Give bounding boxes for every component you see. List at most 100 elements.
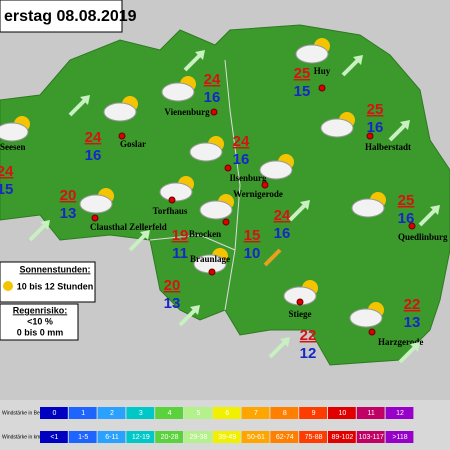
temp-max: 20 — [60, 187, 77, 204]
beaufort-value: 4 — [168, 410, 172, 417]
kmh-value: 1-5 — [78, 434, 88, 441]
temp-max: 25 — [367, 101, 384, 118]
beaufort-cell — [212, 407, 241, 419]
sun-box — [0, 261, 96, 303]
wind-arrow-head — [195, 50, 205, 60]
cloud — [79, 194, 113, 214]
kmh-cell — [385, 431, 414, 443]
beaufort-value: 2 — [110, 410, 114, 417]
city-dot — [318, 84, 326, 92]
kmh-cell — [126, 431, 155, 443]
temp-max: 22 — [404, 296, 421, 313]
cloud — [351, 198, 385, 218]
city-label: Stiege — [289, 309, 312, 319]
wind-arrow — [268, 339, 288, 359]
temp-min: 15 — [294, 83, 311, 100]
beaufort-value: 5 — [196, 410, 200, 417]
wind-arrow-head — [190, 305, 200, 315]
kmh-cell — [155, 431, 183, 443]
wind-arrow-head — [140, 230, 150, 240]
kmh-cell — [212, 431, 241, 443]
rain-heading: Regenrisiko: — [13, 305, 68, 315]
temp-max: 22 — [300, 327, 317, 344]
title-box — [0, 0, 123, 33]
kmh-value: <1 — [50, 434, 58, 441]
cloud — [320, 118, 354, 138]
wind-arrow-head — [280, 337, 290, 347]
beaufort-value: 11 — [368, 410, 375, 417]
sun-icon — [3, 281, 13, 291]
kmh-value: 29-38 — [189, 434, 207, 441]
wind-arrow-head — [430, 205, 440, 215]
cloud — [295, 44, 329, 64]
city-dot — [366, 132, 374, 140]
city-label: Seesen — [0, 142, 26, 152]
sun-text: 10 bis 12 Stunden — [17, 281, 94, 291]
wind-arrow-head — [353, 55, 363, 65]
district-border — [149, 59, 241, 311]
kmh-cell — [97, 431, 126, 443]
temp-max: 24 — [204, 71, 221, 88]
beaufort-cell — [40, 407, 68, 419]
city-dot — [222, 218, 230, 226]
beaufort-cell — [299, 407, 327, 419]
temp-min: 11 — [172, 245, 188, 262]
city-label: Halberstadt — [365, 142, 411, 152]
cloud — [349, 308, 383, 328]
city-label: Quedlinburg — [398, 232, 448, 242]
temp-max: 24 — [0, 163, 14, 180]
cloud — [189, 142, 223, 162]
temp-max: 24 — [233, 133, 250, 150]
kmh-value: >118 — [392, 434, 407, 441]
beaufort-cell — [97, 407, 126, 419]
cloud — [199, 200, 233, 220]
beaufort-value: 8 — [283, 410, 287, 417]
city-label: Huy — [314, 66, 331, 76]
wind-arrow — [28, 222, 48, 242]
beaufort-value: 6 — [225, 410, 229, 417]
kmh-value: 6-11 — [105, 434, 119, 441]
beaufort-cell — [270, 407, 299, 419]
kmh-cell — [356, 431, 385, 443]
city-label: Harzgerode — [378, 337, 423, 347]
kmh-value: 20-28 — [161, 434, 179, 441]
cloud — [259, 160, 293, 180]
rain-box — [0, 303, 79, 341]
cloud — [103, 102, 137, 122]
beaufort-cell — [126, 407, 155, 419]
wind-arrow-head — [410, 342, 420, 352]
temp-max: 19 — [172, 227, 189, 244]
kmh-value: 75-88 — [305, 434, 323, 441]
cloud — [159, 182, 193, 202]
city-dot — [210, 108, 218, 116]
beaufort-value: 3 — [139, 410, 143, 417]
beaufort-value: 9 — [312, 410, 316, 417]
beaufort-cell — [68, 407, 97, 419]
temp-min: 15 — [0, 181, 13, 198]
sun-heading: Sonnenstunden: — [20, 264, 91, 274]
beaufort-value: 12 — [396, 410, 404, 417]
temp-max: 24 — [274, 207, 291, 224]
wind-arrow — [341, 57, 361, 77]
beaufort-cell — [356, 407, 385, 419]
kmh-cell — [328, 431, 356, 443]
wind-arrow-head — [40, 220, 50, 230]
kmh-cell — [299, 431, 327, 443]
wind-arrow — [183, 52, 203, 72]
kmh-label: Windstärke in km/h — [2, 434, 45, 440]
beaufort-cell — [385, 407, 414, 419]
kmh-cell — [40, 431, 68, 443]
beaufort-cell — [155, 407, 183, 419]
city-label: Goslar — [120, 139, 146, 149]
city-label: Wernigerode — [233, 189, 283, 199]
city-label: Clausthal Zellerfeld — [90, 222, 167, 232]
city-label: Torfhaus — [153, 206, 188, 216]
cloud — [0, 122, 29, 142]
temp-max: 25 — [398, 192, 415, 209]
beaufort-cell — [241, 407, 270, 419]
wind-arrow — [263, 248, 282, 267]
kmh-value: 89-102 — [332, 434, 354, 441]
kmh-value: 62-74 — [276, 434, 294, 441]
rain-chance: <10 % — [27, 316, 53, 326]
